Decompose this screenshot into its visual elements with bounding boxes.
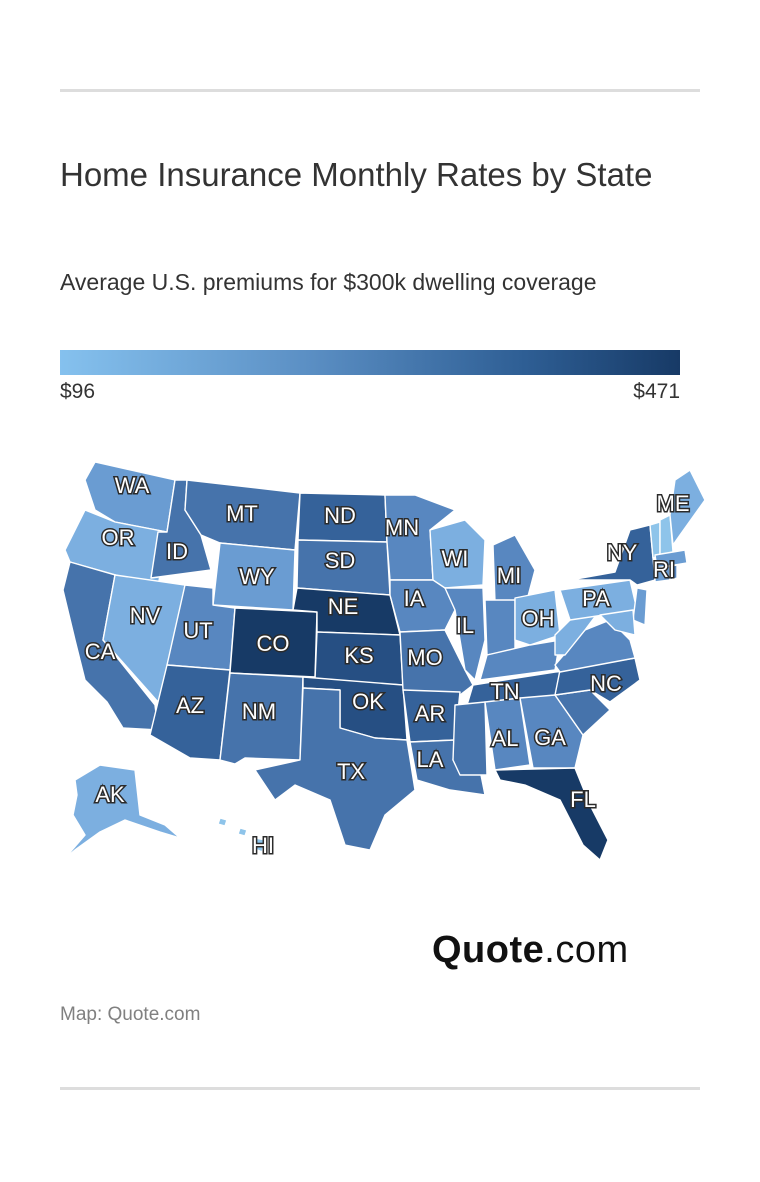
state-label-ok: OK: [352, 689, 384, 714]
state-label-ia: IA: [404, 586, 425, 611]
state-hi[interactable]: [217, 817, 266, 853]
state-label-ri: RI: [653, 557, 675, 582]
state-ri[interactable]: [669, 564, 678, 581]
state-label-wa: WA: [115, 473, 150, 498]
state-ma[interactable]: [654, 549, 688, 569]
state-label-co: CO: [257, 631, 290, 656]
state-label-ak: AK: [95, 782, 125, 807]
state-label-ne: NE: [328, 594, 359, 619]
state-label-mn: MN: [385, 515, 419, 540]
state-label-me: ME: [657, 491, 690, 516]
state-label-ks: KS: [344, 643, 373, 668]
state-mi[interactable]: [492, 534, 536, 603]
state-label-tn: TN: [490, 679, 519, 704]
state-label-mo: MO: [407, 645, 442, 670]
legend-max-label: $471: [633, 380, 680, 403]
state-label-or: OR: [102, 525, 135, 550]
state-label-nv: NV: [130, 603, 161, 628]
state-tx[interactable]: [254, 687, 416, 851]
state-label-wy: WY: [239, 564, 275, 589]
state-label-nd: ND: [324, 503, 356, 528]
state-md[interactable]: [599, 609, 636, 636]
state-label-nm: NM: [242, 699, 276, 724]
state-label-fl: FL: [570, 787, 596, 812]
state-il[interactable]: [444, 587, 486, 681]
bottom-divider: [60, 1087, 700, 1090]
state-wi[interactable]: [429, 519, 486, 589]
state-label-nc: NC: [590, 671, 622, 696]
map-subtitle: Average U.S. premiums for $300k dwelling…: [60, 269, 597, 295]
state-label-la: LA: [417, 747, 444, 772]
state-al[interactable]: [484, 697, 531, 771]
state-label-tx: TX: [337, 759, 365, 784]
state-label-pa: PA: [582, 586, 610, 611]
brand-name-rest: .com: [544, 929, 629, 971]
state-label-oh: OH: [522, 606, 555, 631]
state-label-il: IL: [456, 613, 474, 638]
state-ms[interactable]: [452, 701, 488, 776]
state-oh[interactable]: [514, 589, 561, 646]
map-credit: Map: Quote.com: [60, 1004, 201, 1025]
state-nj[interactable]: [632, 587, 648, 626]
state-in[interactable]: [484, 599, 516, 656]
legend-min-label: $96: [60, 380, 96, 403]
state-label-hi: HI: [252, 833, 274, 858]
state-me[interactable]: [669, 469, 706, 546]
brand-logo: Quote.com: [432, 925, 629, 975]
state-label-ga: GA: [534, 725, 566, 750]
state-label-ut: UT: [183, 618, 212, 643]
state-label-id: ID: [166, 539, 188, 564]
state-label-sd: SD: [325, 548, 356, 573]
brand-name-bold: Quote: [432, 929, 545, 971]
state-label-az: AZ: [176, 693, 204, 718]
color-scale-legend: [60, 350, 680, 375]
state-label-mt: MT: [226, 501, 258, 526]
us-choropleth-map: WA OR CA ID NV MT WY UT AZ CO NM ND SD NE KS OK TX MN IA MO…: [55, 440, 715, 880]
top-divider: [60, 89, 700, 92]
map-title: Home Insurance Monthly Rates by State: [60, 156, 653, 193]
state-label-ny: NY: [607, 540, 638, 565]
state-label-ca: CA: [85, 639, 116, 664]
state-fl[interactable]: [494, 767, 609, 861]
state-ak[interactable]: [64, 764, 181, 859]
state-label-al: AL: [492, 726, 519, 751]
state-label-ar: AR: [415, 701, 446, 726]
state-label-mi: MI: [497, 563, 521, 588]
state-label-wi: WI: [442, 546, 469, 571]
